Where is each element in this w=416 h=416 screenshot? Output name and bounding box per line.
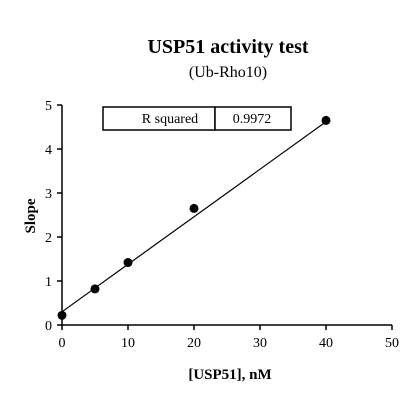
fit-line-group [61, 121, 327, 313]
data-point [321, 115, 331, 125]
y-tick-label: 4 [45, 143, 52, 158]
x-tick-label: 30 [253, 336, 267, 351]
x-tick-label: 20 [187, 336, 201, 351]
chart-subtitle: (Ub-Rho10) [189, 64, 267, 81]
axes: 0 10 20 30 40 50 0 1 2 3 4 5 [45, 99, 399, 351]
y-tick-label: 2 [45, 231, 52, 246]
y-tick-label: 0 [45, 319, 52, 334]
x-tick-label: 50 [385, 336, 399, 351]
x-axis-label: [USP51], nM [188, 367, 271, 383]
y-tick-label: 1 [45, 275, 52, 290]
r-squared-value: 0.9972 [233, 112, 272, 127]
y-tick-label: 3 [45, 187, 52, 202]
data-point [90, 284, 100, 294]
x-tick-label: 0 [59, 336, 66, 351]
x-tick-label: 10 [121, 336, 135, 351]
y-tick-label: 5 [45, 99, 52, 114]
y-axis-label: Slope [23, 198, 39, 233]
r-squared-value-cell [214, 106, 292, 131]
r-squared-box: R squared 0.9972 [102, 106, 292, 131]
data-point [57, 310, 67, 320]
r-squared-label: R squared [142, 112, 198, 127]
data-point [189, 203, 199, 213]
data-points [57, 115, 331, 320]
data-point [123, 258, 133, 268]
fit-line [61, 121, 327, 313]
chart-title: USP51 activity test [147, 36, 308, 58]
x-tick-label: 40 [319, 336, 333, 351]
